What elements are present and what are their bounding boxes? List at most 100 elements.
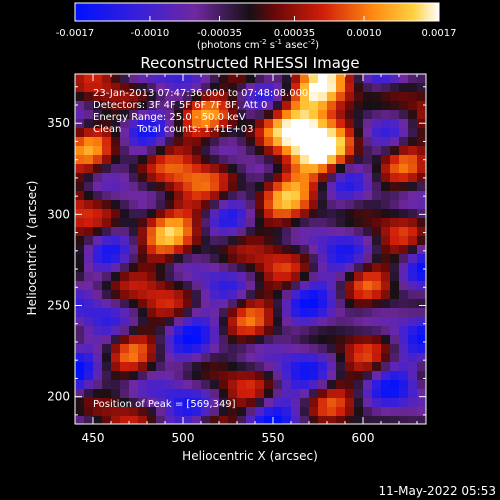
heatmap-cells xyxy=(75,74,426,424)
heatmap-cell xyxy=(156,308,166,318)
heatmap-cell xyxy=(381,317,391,327)
heatmap-cell xyxy=(183,398,193,408)
heatmap-cell xyxy=(300,119,310,129)
heatmap-cell xyxy=(246,155,256,165)
annotation-time: 23-Jan-2013 07:47:36.000 to 07:48:08.000 xyxy=(93,88,308,99)
heatmap-cell xyxy=(381,119,391,129)
heatmap-cell xyxy=(246,110,256,120)
heatmap-cell xyxy=(345,308,355,318)
heatmap-cell xyxy=(138,362,148,372)
heatmap-cell xyxy=(246,182,256,192)
heatmap-cell xyxy=(318,380,328,390)
heatmap-cell xyxy=(165,182,175,192)
heatmap-cell xyxy=(282,344,292,354)
heatmap-cell xyxy=(327,299,337,309)
heatmap-cell xyxy=(183,254,193,264)
heatmap-cell xyxy=(300,227,310,237)
heatmap-cell xyxy=(417,146,426,156)
heatmap-cell xyxy=(345,389,355,399)
heatmap-cell xyxy=(219,380,229,390)
heatmap-cell xyxy=(417,119,426,129)
heatmap-cell xyxy=(417,263,426,273)
heatmap-cell xyxy=(273,353,283,363)
heatmap-cell xyxy=(93,353,103,363)
heatmap-cell xyxy=(381,326,391,336)
heatmap-cell xyxy=(111,380,121,390)
heatmap-cell xyxy=(93,146,103,156)
heatmap-cell xyxy=(219,227,229,237)
heatmap-cell xyxy=(75,245,85,255)
heatmap-cell xyxy=(282,317,292,327)
heatmap-cell xyxy=(327,380,337,390)
heatmap-cell xyxy=(192,137,202,147)
heatmap-cell xyxy=(174,119,184,129)
heatmap-cell xyxy=(381,344,391,354)
heatmap-cell xyxy=(345,398,355,408)
heatmap-cell xyxy=(345,299,355,309)
heatmap-cell xyxy=(417,290,426,300)
heatmap-cell xyxy=(147,200,157,210)
heatmap-cell xyxy=(75,182,85,192)
heatmap-cell xyxy=(192,101,202,111)
heatmap-cell xyxy=(120,74,130,84)
heatmap-cell xyxy=(300,245,310,255)
heatmap-cell xyxy=(390,245,400,255)
heatmap-cell xyxy=(237,101,247,111)
heatmap-cell xyxy=(417,155,426,165)
heatmap-cell xyxy=(390,209,400,219)
heatmap-cell xyxy=(282,326,292,336)
heatmap-cell xyxy=(255,173,265,183)
heatmap-cell xyxy=(318,353,328,363)
heatmap-cell xyxy=(255,128,265,138)
heatmap-cell xyxy=(237,398,247,408)
heatmap-cell xyxy=(210,218,220,228)
heatmap-cell xyxy=(183,299,193,309)
heatmap-cell xyxy=(111,263,121,273)
heatmap-cell xyxy=(201,263,211,273)
heatmap-cell xyxy=(336,110,346,120)
heatmap-cell xyxy=(237,326,247,336)
heatmap-cell xyxy=(75,317,85,327)
heatmap-cell xyxy=(228,173,238,183)
heatmap-cell xyxy=(318,119,328,129)
heatmap-cell xyxy=(219,128,229,138)
heatmap-cell xyxy=(147,155,157,165)
heatmap-cell xyxy=(327,335,337,345)
heatmap-cell xyxy=(174,308,184,318)
heatmap-cell xyxy=(291,209,301,219)
heatmap-cell xyxy=(129,164,139,174)
heatmap-cell xyxy=(228,272,238,282)
heatmap-cell xyxy=(408,254,418,264)
heatmap-cell xyxy=(309,83,319,93)
heatmap-cell xyxy=(75,398,85,408)
heatmap-cell xyxy=(255,398,265,408)
heatmap-cell xyxy=(138,389,148,399)
y-tick-label: 300 xyxy=(47,207,70,221)
heatmap-cell xyxy=(381,191,391,201)
heatmap-cell xyxy=(192,416,202,424)
heatmap-cell xyxy=(138,326,148,336)
heatmap-cell xyxy=(291,74,301,84)
heatmap-cell xyxy=(219,74,229,84)
heatmap-cell xyxy=(237,335,247,345)
heatmap-cell xyxy=(327,398,337,408)
heatmap-cell xyxy=(237,227,247,237)
heatmap-cell xyxy=(408,128,418,138)
heatmap-cell xyxy=(282,92,292,102)
heatmap-cell xyxy=(138,416,148,424)
heatmap-cell xyxy=(165,398,175,408)
heatmap-cell xyxy=(219,416,229,424)
heatmap-cell xyxy=(183,272,193,282)
heatmap-cell xyxy=(255,191,265,201)
heatmap-cell xyxy=(192,380,202,390)
heatmap-cell xyxy=(363,398,373,408)
heatmap-cell xyxy=(390,416,400,424)
heatmap-cell xyxy=(228,362,238,372)
heatmap-cell xyxy=(318,371,328,381)
heatmap-cell xyxy=(336,281,346,291)
heatmap-cell xyxy=(408,155,418,165)
heatmap-cell xyxy=(264,218,274,228)
heatmap-cell xyxy=(111,218,121,228)
heatmap-cell xyxy=(255,416,265,424)
heatmap-cell xyxy=(264,74,274,84)
